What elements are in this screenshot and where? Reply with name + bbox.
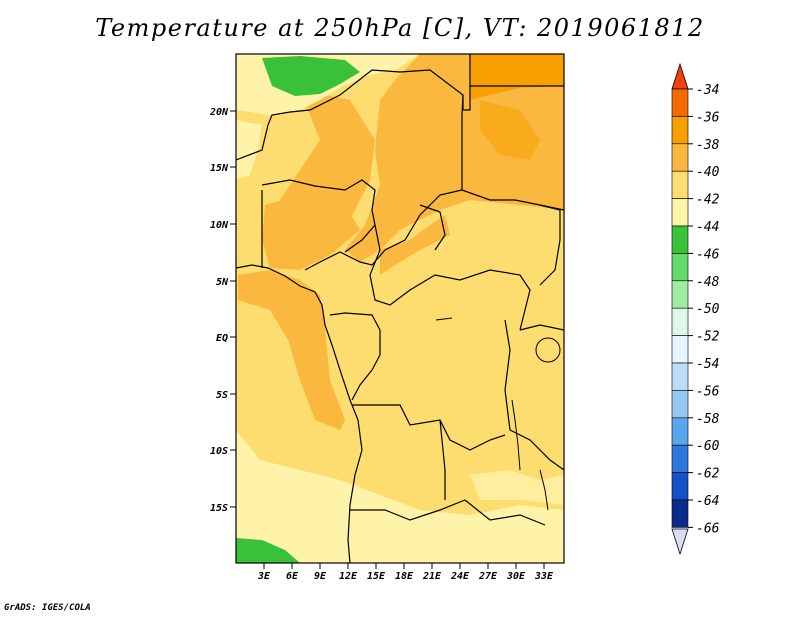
coastline-west [236, 264, 363, 563]
colorbar-label: -54 [696, 357, 719, 372]
border-uganda [519, 324, 564, 331]
lake-tanganyika [511, 399, 521, 471]
colorbar-label: -42 [696, 193, 720, 208]
colorbar: -34 -36 -38 -40 -42 -44 -46 -48 -50 -52 -54 -56 -58 -… [671, 62, 720, 556]
lon-label: 18E [395, 571, 414, 582]
lon-label: 15E [367, 571, 386, 582]
colorbar-cell [671, 225, 689, 254]
colorbar-label: -44 [696, 220, 719, 235]
field-38-patch [480, 100, 540, 160]
border-angola-drc [352, 404, 506, 451]
field-38-sahara [345, 54, 564, 262]
field-42-se [470, 470, 564, 505]
lon-label: 30E [506, 571, 526, 582]
border-nigeria-niger [261, 179, 376, 253]
field-38-nigeria [262, 195, 360, 270]
lon-label: 3E [257, 571, 271, 582]
colorbar-bottom-arrow [671, 528, 689, 556]
colorbar-label: -64 [696, 494, 719, 509]
colorbar-cell [671, 444, 689, 473]
colorbar-cell [671, 307, 689, 336]
lon-ticks: 3E 6E 9E 12E 15E 18E 21E 24E 27E 30E 33E [257, 563, 554, 582]
border-angola-zambia [439, 419, 446, 500]
field-44-south [236, 538, 300, 563]
lake-mai-ndombe [435, 317, 453, 321]
colorbar-cell [671, 280, 689, 309]
colorbar-cell [671, 390, 689, 419]
colorbar-label: -52 [696, 330, 720, 345]
colorbar-cell [671, 143, 689, 172]
colorbar-label: -66 [696, 521, 720, 536]
colorbar-label: -40 [696, 165, 720, 180]
field-38-ne [470, 54, 564, 100]
lat-label: 10S [210, 446, 228, 457]
border-tanzania [509, 429, 564, 471]
border-sudan-car [419, 204, 446, 251]
colorbar-cell [671, 253, 689, 282]
border-libya-egypt [462, 54, 471, 111]
lon-label: 6E [286, 571, 299, 582]
border-south-sudan [539, 204, 561, 286]
colorbar-label: -62 [696, 467, 720, 482]
border-drc-east [504, 319, 511, 431]
colorbar-label: -34 [696, 83, 719, 98]
lat-label: 10N [210, 220, 229, 231]
colorbar-label: -56 [696, 384, 720, 399]
border-namibia [350, 499, 466, 521]
border-car-drc [369, 224, 531, 331]
lon-label: 21E [422, 571, 442, 582]
lat-label: EQ [216, 333, 228, 344]
lat-label: 15N [210, 163, 229, 174]
colorbar-cell [671, 198, 689, 227]
lon-label: 9E [314, 571, 327, 582]
lat-ticks: 20N 15N 10N 5N EQ 5S 10S 15S [209, 107, 236, 514]
lake-malawi [539, 469, 549, 511]
colorbar-cell [671, 417, 689, 446]
border-congo-south [351, 369, 373, 401]
lon-label: 27E [478, 571, 498, 582]
lat-label: 5S [216, 390, 228, 401]
colorbar-cell [671, 335, 689, 364]
lon-label: 12E [339, 571, 358, 582]
colorbar-cell [671, 170, 689, 199]
chart-title: Temperature at 250hPa [C], VT: 201906181… [95, 14, 705, 42]
colorbar-cell [671, 116, 689, 145]
map-frame [235, 53, 565, 564]
country-borders [236, 54, 564, 563]
colorbar-cell [671, 88, 689, 117]
lakes [435, 317, 561, 511]
field-38-gulf [238, 270, 345, 430]
border-gabon-congo [329, 312, 381, 371]
colorbar-top-arrow [671, 62, 689, 90]
temperature-field [236, 54, 564, 563]
field-44-north [262, 56, 360, 96]
lake-victoria [535, 337, 561, 363]
lat-label: 20N [209, 107, 229, 118]
field-38-car [380, 215, 450, 275]
colorbar-label: -58 [696, 412, 720, 427]
colorbar-cell [671, 472, 689, 501]
lat-label: 15S [210, 503, 228, 514]
field-42-west [236, 120, 262, 180]
lat-label: 5N [216, 277, 229, 288]
field-42-south [236, 430, 564, 563]
colorbar-label: -48 [696, 275, 720, 290]
colorbar-label: -36 [696, 110, 720, 125]
colorbar-label: -38 [696, 138, 720, 153]
footer-credit: GrADS: IGES/COLA [4, 603, 91, 613]
colorbar-cell [671, 362, 689, 391]
lon-label: 24E [450, 571, 470, 582]
lon-label: 33E [534, 571, 554, 582]
colorbar-label: -60 [696, 439, 720, 454]
colorbar-cell [671, 499, 689, 528]
colorbar-label: -50 [696, 302, 720, 317]
border-zambia-south [464, 499, 546, 526]
colorbar-label: -46 [696, 247, 720, 262]
